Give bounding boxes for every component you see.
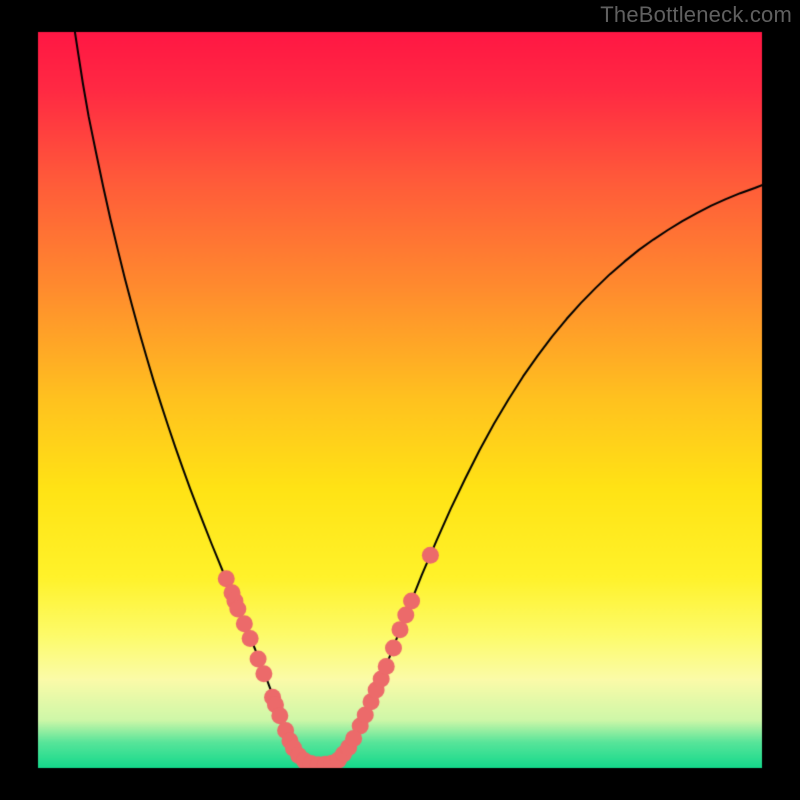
watermark-text: TheBottleneck.com [600,2,792,28]
chart-stage: TheBottleneck.com [0,0,800,800]
chart-canvas [0,0,800,800]
